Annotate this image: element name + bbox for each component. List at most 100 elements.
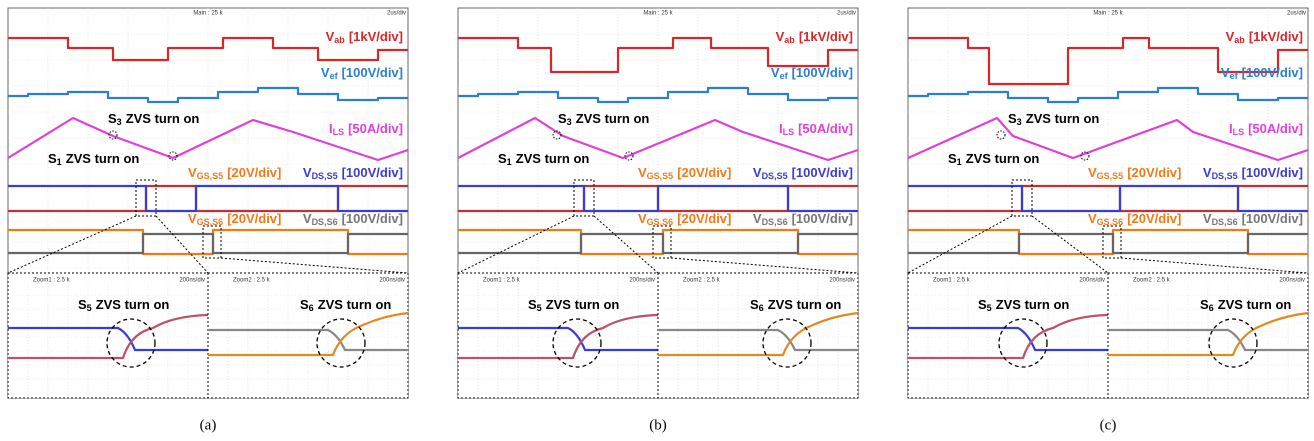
time-div: 200ns/div [379,278,405,284]
zoom-panel: Zoom1 : 2.5 k200ns/divS5ZVS turn on [458,273,658,398]
subscript: GS,S5 [1097,171,1124,181]
symbol: V [303,211,312,226]
label-text: [50A/div] [798,121,853,136]
caption: (c) [1100,417,1117,433]
label-text: [20V/div] [1127,165,1181,180]
label-text: [50A/div] [1248,121,1303,136]
zoom-panel: Zoom1 : 2.5 k 200ns/div S5 ZVS turn on [8,273,208,398]
time-div: 200ns/div [1079,278,1105,284]
label-text: [1kV/div] [799,29,853,44]
subscript: DS,S6 [1212,217,1238,227]
subscript: LS [783,127,795,137]
label-text: [100V/div] [792,65,853,80]
symbol: S [750,297,759,312]
label-text: [100V/div] [792,165,853,180]
label-text: ZVS turn on [1026,111,1100,126]
subscript: 6 [309,303,314,313]
label-text: [100V/div] [1242,65,1303,80]
symbol: V [326,29,335,44]
label-text: [1kV/div] [349,29,403,44]
time-div: 2us/div [387,11,406,17]
main-label: Main : 25 k [193,11,223,17]
subscript: 5 [987,303,992,313]
label-text: [100V/div] [342,211,403,226]
symbol: S [78,297,87,312]
subscript: 3 [1017,117,1022,127]
symbol: V [303,165,312,180]
figure: Main : 25 k2us/divVab[1kV/div]Vef[100V/d… [0,0,1314,441]
label-text: [100V/div] [342,65,403,80]
symbol: S [978,297,987,312]
label-text: ZVS turn on [66,151,140,166]
label-text: [1kV/div] [1249,29,1303,44]
subscript: 3 [117,117,122,127]
label-text: [50A/div] [348,121,403,136]
caption: (a) [200,417,217,433]
subscript: ab [1234,35,1245,45]
symbol: S [498,151,507,166]
time-div: 200ns/div [629,278,655,284]
label-text: [100V/div] [342,165,403,180]
subscript: ef [330,71,339,81]
subscript: DS,S6 [762,217,788,227]
label-text: [20V/div] [1127,211,1181,226]
zoom-panel: Zoom2 : 2.5 k 200ns/div S6 ZVS turn on [208,273,408,398]
label-text: [20V/div] [227,211,281,226]
main-label: Main : 25 k [1093,11,1123,17]
zoom-label: Zoom1 : 2.5 k [483,278,521,284]
label-text: [20V/div] [227,165,281,180]
zoom-label: Zoom2 : 2.5 k [233,278,271,284]
subscript: DS,S6 [312,217,338,227]
time-div: 2us/div [837,11,856,17]
label-text: ZVS turn on [996,297,1070,312]
label-text: ZVS turn on [546,297,620,312]
subscript: 6 [759,303,764,313]
symbol: V [1203,165,1212,180]
symbol: S [300,297,309,312]
symbol: S [48,151,57,166]
symbol: S [1200,297,1209,312]
main-label: Main : 25 k [643,11,673,17]
label-text: ZVS turn on [516,151,590,166]
scope-panel: Main : 25 k 2us/div Vab [1kV/div] Vef[100V/d… [908,8,1308,398]
symbol: V [638,165,647,180]
subscript: ab [334,35,345,45]
time-div: 2us/div [1287,11,1306,17]
symbol: S [948,151,957,166]
subscript: 5 [87,303,92,313]
label-text: ZVS turn on [576,111,650,126]
label-text: [20V/div] [677,165,731,180]
caption: (b) [649,417,667,433]
symbol: V [1221,65,1230,80]
time-div: 200ns/div [1279,278,1305,284]
symbol: S [528,297,537,312]
subscript: LS [1233,127,1245,137]
subscript: ab [784,35,795,45]
label-text: ZVS turn on [96,297,170,312]
zoom-label: Zoom1 : 2.5 k [33,278,71,284]
zoom-label: Zoom2 : 2.5 k [683,278,721,284]
label-text: ZVS turn on [966,151,1040,166]
label-text: ZVS turn on [1218,297,1292,312]
label-text: ZVS turn on [126,111,200,126]
zoom-panel: Zoom1 : 2.5 k 200ns/div S5 ZVS turn on [908,273,1108,398]
subscript: DS,S5 [762,171,788,181]
symbol: V [753,165,762,180]
symbol: S [558,111,567,126]
label-text: ZVS turn on [768,297,842,312]
symbol: V [1203,211,1212,226]
zoom-label: Zoom1 : 2.5 k [933,278,971,284]
subscript: ef [780,71,789,81]
time-div: 200ns/div [829,278,855,284]
label-text: ZVS turn on [318,297,392,312]
time-div: 200ns/div [179,278,205,284]
subscript: ef [1230,71,1239,81]
subscript: GS,S5 [197,171,224,181]
symbol: V [321,65,330,80]
subscript: 3 [567,117,572,127]
label-text: [20V/div] [677,211,731,226]
zoom-panel: Zoom2 : 2.5 k200ns/divS6ZVS turn on [1108,273,1308,398]
symbol: V [1088,211,1097,226]
symbol: V [188,211,197,226]
symbol: V [188,165,197,180]
